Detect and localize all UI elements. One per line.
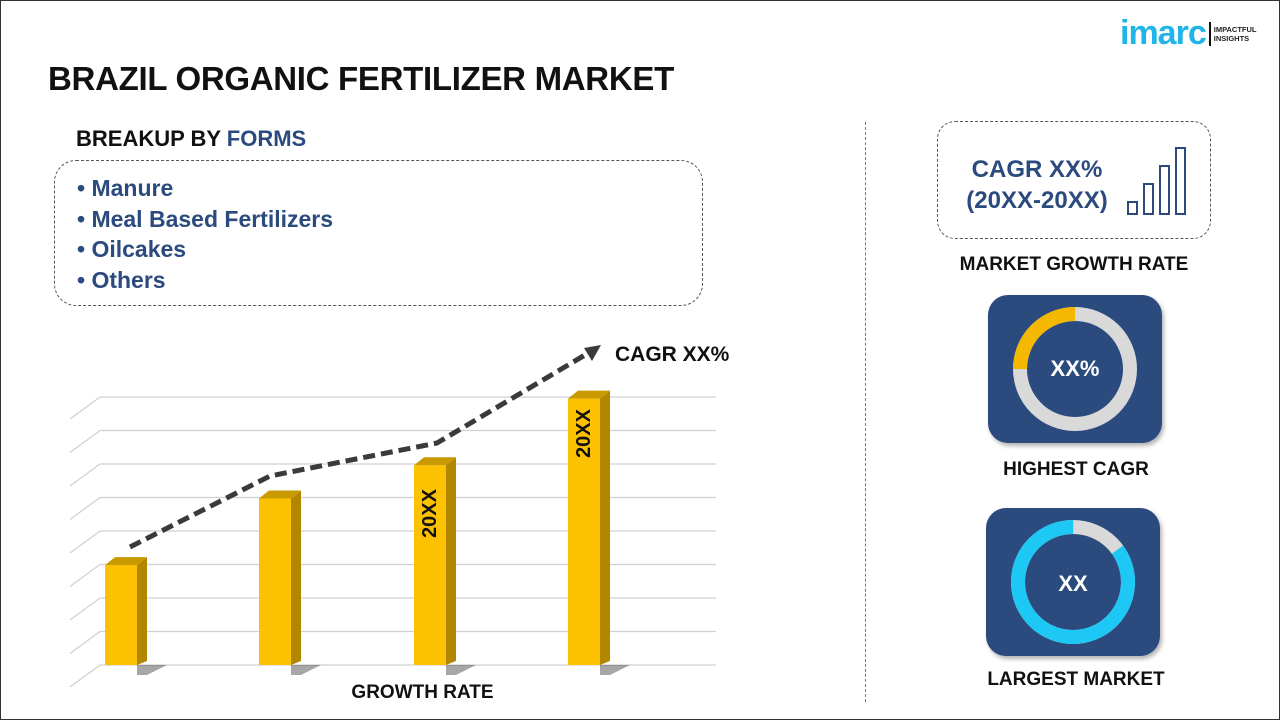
- gridline-depth: [69, 463, 101, 487]
- divider: [865, 122, 866, 702]
- trend-arrowhead: [584, 345, 601, 361]
- gridline-depth: [69, 530, 101, 554]
- bar: [105, 565, 137, 665]
- logo-tagline: INSIGHTS: [1213, 33, 1250, 43]
- bar-top: [105, 557, 147, 566]
- highest-cagr-label: HIGHEST CAGR: [1003, 459, 1149, 480]
- largest-market-value: XX: [1058, 571, 1088, 596]
- breakup-prefix: BREAKUP BY: [76, 126, 227, 151]
- breakup-highlight: FORMS: [226, 126, 307, 151]
- gridline-depth: [69, 564, 101, 587]
- bar-shadow: [600, 665, 630, 675]
- bar-shadow: [137, 665, 167, 675]
- bar: [414, 465, 446, 665]
- trend-line: [128, 349, 592, 550]
- market-growth-label: MARKET GROWTH RATE: [959, 254, 1189, 275]
- market-growth-card: CAGR XX% (20XX-20XX): [937, 121, 1211, 239]
- logo-word: imarc: [1120, 14, 1207, 52]
- gridline-depth: [69, 597, 101, 621]
- bar-side: [137, 557, 147, 665]
- gridline-depth: [69, 430, 101, 453]
- imarc-logo: imarc IMPACTFUL INSIGHTS: [1120, 14, 1257, 53]
- breakup-heading: BREAKUP BY FORMS: [76, 126, 306, 152]
- bar-top: [259, 490, 301, 499]
- bar: [259, 498, 291, 665]
- page-title: BRAZIL ORGANIC FERTILIZER MARKET: [48, 60, 674, 97]
- bar-top: [414, 457, 456, 466]
- largest-market-card: XX: [986, 508, 1160, 656]
- cagr-value: CAGR XX%: [971, 156, 1103, 183]
- gridline-depth: [69, 497, 101, 520]
- x-axis-label: GROWTH RATE: [351, 682, 494, 703]
- progress-ring: [1011, 520, 1135, 644]
- gridline-depth: [69, 631, 101, 654]
- growth-chart: [69, 345, 716, 688]
- list-item: • Oilcakes: [77, 236, 187, 262]
- progress-ring: [1013, 307, 1137, 431]
- bar-growth-icon: [1127, 147, 1186, 215]
- bar-label: 20XX: [572, 409, 595, 458]
- bar-shadow: [291, 665, 321, 675]
- gridline-depth: [69, 664, 101, 688]
- bar-side: [446, 457, 456, 665]
- largest-market-label: LARGEST MARKET: [987, 669, 1165, 690]
- list-item: • Meal Based Fertilizers: [77, 205, 334, 232]
- gridline-depth: [69, 396, 101, 420]
- bar-shadow: [446, 665, 476, 675]
- list-item: • Others: [77, 266, 166, 293]
- bar-side: [600, 390, 610, 665]
- trend-annotation: CAGR XX%: [615, 343, 730, 366]
- cagr-period: (20XX-20XX): [966, 187, 1108, 214]
- segment-list: • Manure • Meal Based Fertilizers • Oilc…: [54, 160, 703, 306]
- bar-label: 20XX: [418, 489, 441, 538]
- highest-cagr-card: XX%: [988, 295, 1162, 443]
- bar: [568, 398, 600, 665]
- list-item: • Manure: [77, 175, 174, 201]
- bar-top: [568, 390, 610, 399]
- highest-cagr-value: XX%: [1050, 356, 1100, 381]
- bar-side: [291, 490, 301, 665]
- logo-tagline: IMPACTFUL: [1213, 24, 1257, 34]
